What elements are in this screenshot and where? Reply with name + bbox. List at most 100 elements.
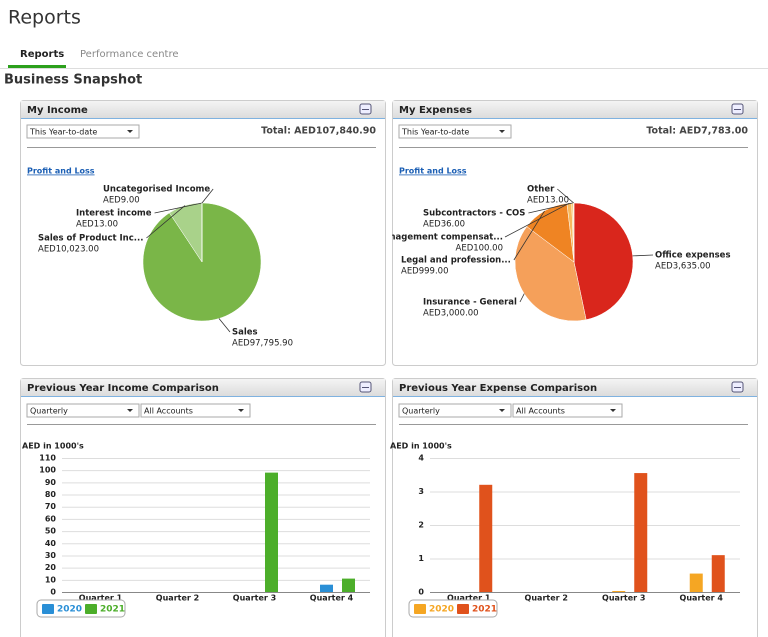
- bar: [689, 573, 703, 592]
- dropdown-text[interactable]: This Year-to-date: [29, 128, 97, 137]
- pie-slice: [514, 226, 587, 322]
- total: Total: AED7,783.00: [646, 126, 748, 137]
- total: Total: AED107,840.90: [261, 126, 376, 137]
- panel-header: [393, 379, 757, 396]
- dropdown-text[interactable]: Quarterly: [402, 407, 440, 416]
- leader-line: [218, 318, 231, 333]
- y-tick-label: 110: [39, 454, 56, 463]
- slice-label: Uncategorised Income: [103, 185, 210, 195]
- section-title: Business Snapshot: [4, 73, 142, 88]
- x-tick-label: Quarter 1: [79, 594, 123, 603]
- legend-swatch: [414, 604, 426, 614]
- y-axis-title: AED in 1000's: [390, 442, 452, 451]
- slice-value-label: AED3,635.00: [655, 262, 711, 272]
- panel-header: [393, 101, 757, 118]
- legend-swatch: [42, 604, 54, 614]
- dropdown-text[interactable]: All Accounts: [516, 407, 565, 416]
- panel-title: My Income: [27, 105, 88, 116]
- slice-value-label: AED999.00: [401, 267, 448, 277]
- dropdown-arrow: [238, 409, 244, 412]
- slice-label: Legal and profession...: [401, 256, 511, 266]
- leader-line: [146, 205, 186, 239]
- legend-label: 2020: [429, 605, 454, 615]
- bar: [320, 584, 333, 592]
- y-tick-label: 90: [45, 478, 57, 487]
- report-link[interactable]: Profit and Loss: [399, 167, 467, 176]
- y-tick-label: 30: [45, 551, 57, 560]
- dropdown-text[interactable]: This Year-to-date: [401, 128, 469, 137]
- y-tick-label: 3: [418, 487, 424, 496]
- panel-title: Previous Year Income Comparison: [27, 383, 219, 394]
- slice-label: Other: [527, 185, 555, 195]
- dropdown-arrow: [610, 409, 616, 412]
- legend-label: 2020: [57, 605, 82, 615]
- bar: [479, 484, 493, 592]
- y-tick-label: 1: [418, 554, 424, 563]
- slice-value-label: AED97,795.90: [232, 339, 293, 349]
- dropdown-arrow: [127, 409, 133, 412]
- report-link[interactable]: Profit and Loss: [27, 167, 95, 176]
- y-tick-label: 80: [45, 490, 57, 499]
- y-tick-label: 50: [45, 527, 57, 536]
- bar: [342, 578, 355, 592]
- leader-line: [519, 293, 525, 303]
- slice-label: Sales of Product Inc...: [38, 234, 143, 244]
- dropdown-text[interactable]: Quarterly: [30, 407, 68, 416]
- tab[interactable]: Performance centre: [80, 49, 179, 60]
- y-tick-label: 10: [45, 575, 57, 584]
- slice-label: Office expenses: [655, 251, 731, 261]
- y-tick-label: 60: [45, 514, 57, 523]
- x-tick-label: Quarter 3: [233, 594, 276, 603]
- leader-line: [504, 202, 570, 238]
- y-tick-label: 2: [418, 521, 424, 530]
- y-tick-label: 40: [45, 539, 57, 548]
- x-tick-label: Quarter 1: [447, 594, 491, 603]
- dropdown-text[interactable]: All Accounts: [144, 407, 193, 416]
- legend-box: [408, 599, 498, 618]
- x-tick-label: Quarter 4: [310, 594, 354, 603]
- bar: [265, 472, 278, 592]
- y-tick-label: 4: [418, 454, 424, 463]
- leader-line: [201, 188, 214, 204]
- y-tick-label: 20: [45, 563, 57, 572]
- tab-underline: [8, 65, 66, 68]
- slice-value-label: AED36.00: [423, 220, 465, 230]
- y-axis-title: AED in 1000's: [22, 442, 84, 451]
- slice-value-label: AED100.00: [456, 244, 503, 254]
- dropdown-arrow: [499, 409, 505, 412]
- dropdown[interactable]: [398, 403, 512, 418]
- tab[interactable]: Reports: [20, 49, 64, 60]
- dropdown-arrow: [127, 130, 133, 133]
- slice-value-label: AED3,000.00: [423, 309, 479, 319]
- panel-title: Previous Year Expense Comparison: [399, 383, 597, 394]
- dropdown[interactable]: [140, 403, 251, 418]
- slice-value-label: AED9.00: [103, 196, 140, 206]
- legend-swatch: [457, 604, 469, 614]
- x-tick-label: Quarter 3: [602, 594, 645, 603]
- page-title: Reports: [8, 7, 81, 29]
- slice-label: Subcontractors - COS: [423, 209, 525, 219]
- bar: [711, 555, 725, 592]
- legend-label: 2021: [472, 605, 497, 615]
- dropdown[interactable]: [26, 403, 140, 418]
- leader-line: [557, 188, 574, 204]
- x-tick-label: Quarter 4: [680, 594, 724, 603]
- slice-value-label: AED13.00: [527, 196, 569, 206]
- x-tick-label: Quarter 2: [156, 594, 199, 603]
- x-tick-label: Quarter 2: [525, 594, 568, 603]
- slice-label: Interest income: [76, 209, 152, 219]
- dropdown[interactable]: [512, 403, 623, 418]
- dropdown[interactable]: [26, 124, 140, 139]
- panel-header: [21, 101, 385, 118]
- y-tick-label: 0: [50, 588, 56, 597]
- panel-title: My Expenses: [399, 105, 472, 116]
- dropdown[interactable]: [398, 124, 512, 139]
- bar: [634, 473, 648, 592]
- legend-swatch: [85, 604, 97, 614]
- panel: [20, 378, 386, 637]
- legend-box: [36, 599, 126, 618]
